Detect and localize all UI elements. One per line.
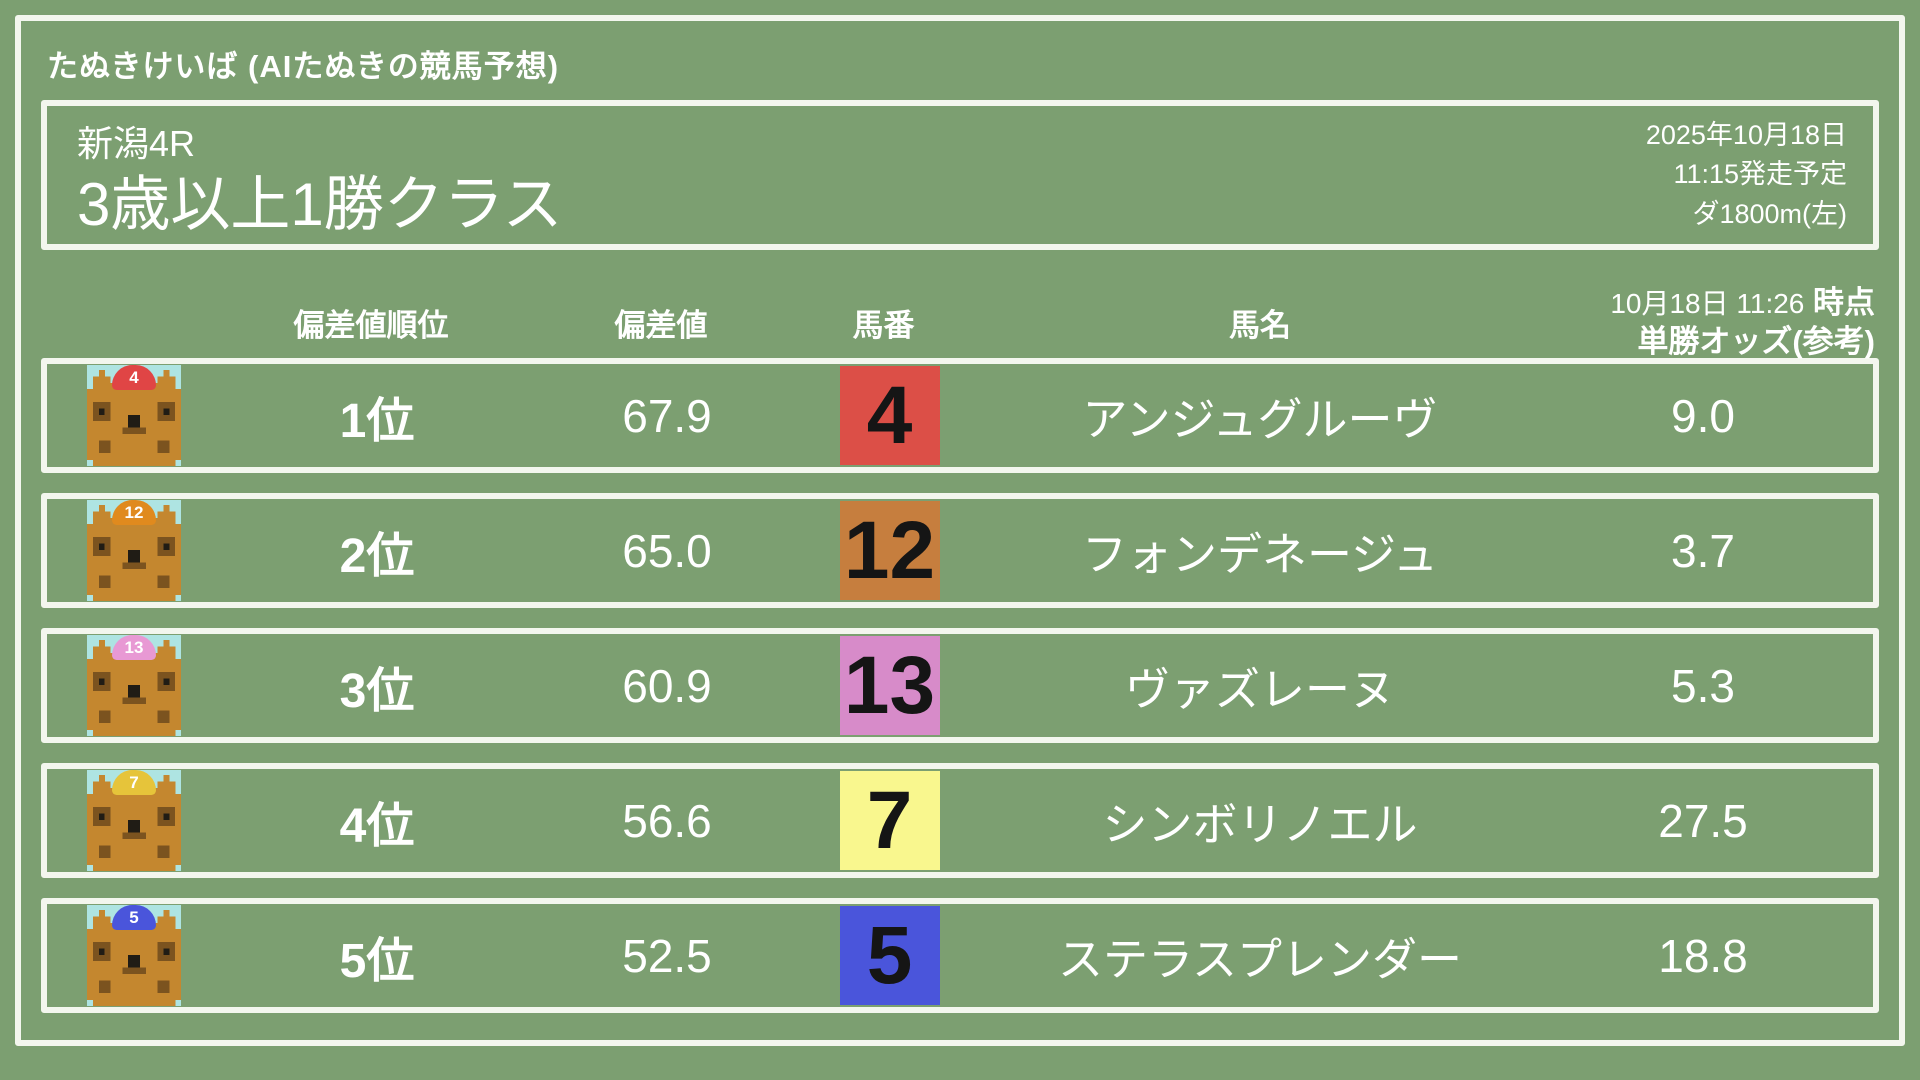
odds-value: 5.3: [1671, 659, 1735, 712]
rank-value: 1位: [339, 394, 415, 448]
deviation-value: 67.9: [622, 389, 712, 442]
rank-value: 2位: [339, 529, 415, 583]
horse-number-badge: 12: [839, 501, 940, 600]
table-row: 13 3位 60.9 13 ヴァズレーヌ 5.3: [41, 628, 1879, 743]
horse-number-badge: 5: [839, 906, 940, 1005]
race-course: 新潟4R: [77, 122, 196, 164]
header-rank: 偏差値順位: [293, 308, 449, 344]
race-info-box: 新潟4R 3歳以上1勝クラス 2025年10月18日 11:15発走予定 ダ18…: [41, 100, 1879, 250]
table-header: 偏差値順位 偏差値 馬番 馬名 10月18日 11:26 時点 単勝オッズ(参考…: [41, 284, 1879, 359]
odds-value: 18.8: [1658, 929, 1748, 982]
rank-value: 5位: [339, 934, 415, 988]
tanuki-cap-number: 5: [129, 908, 139, 927]
horse-number-badge: 13: [839, 636, 940, 735]
deviation-value: 60.9: [622, 659, 712, 712]
tanuki-cap: 7: [112, 770, 156, 795]
race-info-right: 2025年10月18日 11:15発走予定 ダ1800m(左): [1646, 116, 1847, 234]
tanuki-cap: 13: [112, 635, 156, 660]
tanuki-cap-number: 7: [129, 773, 139, 792]
tanuki-icon: 12: [87, 500, 181, 601]
horse-number-badge: 7: [839, 771, 940, 870]
rank-value: 4位: [339, 799, 415, 853]
header-odds: 10月18日 11:26 時点 単勝オッズ(参考): [1539, 284, 1879, 362]
horse-name: ステラスプレンダー: [1057, 934, 1463, 985]
horse-name: シンボリノエル: [1102, 799, 1418, 850]
tanuki-cap: 12: [112, 500, 156, 525]
site-title: たぬきけいば (AIたぬきの競馬予想): [47, 49, 560, 84]
race-info-left: 新潟4R 3歳以上1勝クラス: [77, 116, 563, 238]
rank-value: 3位: [339, 664, 415, 718]
horse-name: ヴァズレーヌ: [1124, 664, 1395, 715]
race-track: ダ1800m(左): [1692, 198, 1847, 229]
header-odds-time: 10月18日 11:26: [1610, 288, 1805, 319]
header-name: 馬名: [1229, 308, 1291, 344]
odds-value: 3.7: [1671, 524, 1735, 577]
table-row: 12 2位 65.0 12 フォンデネージュ 3.7: [41, 493, 1879, 608]
header-number: 馬番: [852, 308, 915, 344]
deviation-value: 56.6: [622, 794, 712, 847]
tanuki-cap-number: 4: [129, 368, 139, 387]
race-name: 3歳以上1勝クラス: [77, 170, 563, 238]
horse-number-badge: 4: [839, 366, 940, 465]
tanuki-icon: 5: [87, 905, 181, 1006]
header-odds-label: 単勝オッズ(参考): [1637, 323, 1875, 359]
card-frame: たぬきけいば (AIたぬきの競馬予想) 新潟4R 3歳以上1勝クラス 2025年…: [15, 15, 1905, 1046]
odds-value: 27.5: [1658, 794, 1748, 847]
tanuki-icon: 13: [87, 635, 181, 736]
deviation-value: 52.5: [622, 929, 712, 982]
odds-value: 9.0: [1671, 389, 1735, 442]
tanuki-icon: 7: [87, 770, 181, 871]
tanuki-icon: 4: [87, 365, 181, 466]
horse-name: フォンデネージュ: [1082, 529, 1438, 580]
tanuki-cap: 4: [112, 365, 156, 390]
tanuki-cap-number: 13: [124, 638, 144, 657]
header-deviation: 偏差値: [614, 308, 708, 344]
deviation-value: 65.0: [622, 524, 712, 577]
race-start-time: 11:15発走予定: [1673, 159, 1847, 190]
table-row: 7 4位 56.6 7 シンボリノエル 27.5: [41, 763, 1879, 878]
table-row: 5 5位 52.5 5 ステラスプレンダー 18.8: [41, 898, 1879, 1013]
table-row: 4 1位 67.9 4 アンジュグルーヴ 9.0: [41, 358, 1879, 473]
header-odds-time-suffix: 時点: [1813, 285, 1875, 320]
tanuki-cap-number: 12: [124, 503, 144, 522]
race-date: 2025年10月18日: [1645, 120, 1847, 151]
tanuki-cap: 5: [112, 905, 156, 930]
horse-name: アンジュグルーヴ: [1082, 394, 1438, 445]
